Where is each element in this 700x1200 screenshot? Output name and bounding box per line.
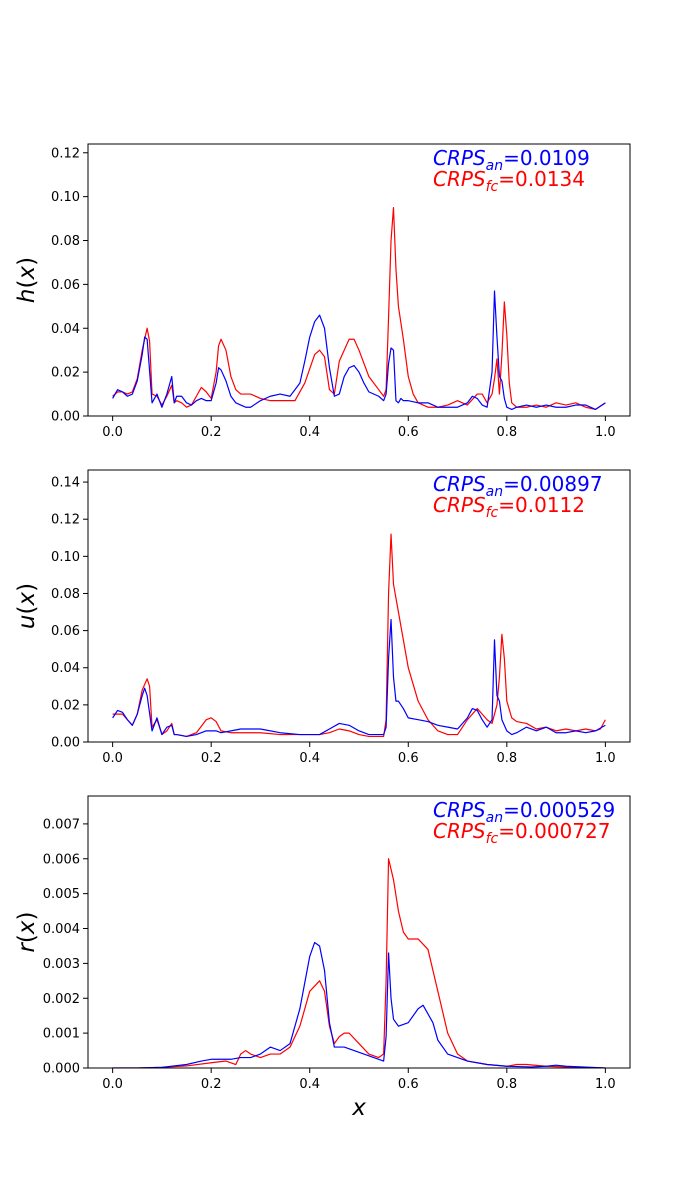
series-line-fc bbox=[112, 533, 606, 738]
x-tick-label: 0.0 bbox=[102, 1077, 123, 1092]
y-tick-label: 0.14 bbox=[51, 476, 80, 491]
y-tick-label: 0.002 bbox=[43, 992, 80, 1007]
series-line-an bbox=[112, 618, 606, 738]
crps-annotation-fc: CRPSfc=0.0112 bbox=[433, 493, 585, 521]
y-tick-label: 0.10 bbox=[51, 190, 80, 205]
x-tick-label: 0.0 bbox=[102, 425, 123, 440]
y-tick-label: 0.02 bbox=[51, 366, 80, 381]
y-axis-label: r(x) bbox=[14, 911, 40, 952]
y-tick-label: 0.02 bbox=[51, 698, 80, 713]
x-tick-label: 0.2 bbox=[201, 425, 222, 440]
axes-frame bbox=[87, 143, 631, 417]
y-tick-label: 0.04 bbox=[51, 322, 80, 337]
crps-annotation-an: CRPSan=0.00897 bbox=[433, 472, 603, 500]
axes-frame bbox=[87, 469, 631, 743]
y-tick-label: 0.04 bbox=[51, 661, 80, 676]
x-tick-label: 0.8 bbox=[496, 1077, 517, 1092]
x-tick-label: 1.0 bbox=[595, 425, 616, 440]
x-tick-label: 0.6 bbox=[398, 751, 419, 766]
y-tick-label: 0.06 bbox=[51, 624, 80, 639]
crps-annotation-fc: CRPSfc=0.000727 bbox=[433, 819, 610, 847]
y-tick-label: 0.00 bbox=[51, 410, 80, 425]
crps-annotation-an: CRPSan=0.0109 bbox=[433, 146, 590, 174]
y-tick-label: 0.005 bbox=[43, 887, 80, 902]
panel-3: 0.0 0.2 0.4 0.6 0.8 1.0 0.000 0.001 0.002 0.003 0.… bbox=[14, 795, 631, 1121]
y-tick-label: 0.08 bbox=[51, 587, 80, 602]
y-tick-label: 0.007 bbox=[43, 817, 80, 832]
y-tick-label: 0.00 bbox=[51, 736, 80, 751]
x-tick-label: 1.0 bbox=[595, 751, 616, 766]
panel-2: 0.0 0.2 0.4 0.6 0.8 1.0 0.00 0.02 0.04 0.06 0.08 0.… bbox=[14, 469, 631, 766]
x-tick-label: 0.8 bbox=[496, 425, 517, 440]
y-tick-label: 0.10 bbox=[51, 550, 80, 565]
crps-annotation-an: CRPSan=0.000529 bbox=[433, 798, 615, 826]
y-tick-label: 0.003 bbox=[43, 957, 80, 972]
x-tick-label: 0.6 bbox=[398, 425, 419, 440]
y-axis-label: u(x) bbox=[14, 583, 40, 629]
panel-1: 0.0 0.2 0.4 0.6 0.8 1.0 0.00 0.02 0.04 0.06 0.08 0.… bbox=[14, 143, 631, 440]
series-line-fc bbox=[112, 858, 606, 1068]
y-tick-label: 0.12 bbox=[51, 146, 80, 161]
y-tick-label: 0.06 bbox=[51, 278, 80, 293]
y-tick-label: 0.08 bbox=[51, 234, 80, 249]
x-tick-label: 0.2 bbox=[201, 751, 222, 766]
series-line-an bbox=[112, 941, 606, 1068]
y-tick-label: 0.12 bbox=[51, 513, 80, 528]
series-line-fc bbox=[112, 207, 606, 411]
x-tick-label: 1.0 bbox=[595, 1077, 616, 1092]
y-axis-label: h(x) bbox=[14, 257, 40, 303]
axes-frame bbox=[87, 795, 631, 1069]
x-tick-label: 0.2 bbox=[201, 1077, 222, 1092]
y-tick-label: 0.006 bbox=[43, 852, 80, 867]
series-line-an bbox=[112, 290, 606, 411]
x-axis-label: x bbox=[351, 1095, 366, 1121]
x-tick-label: 0.4 bbox=[299, 425, 320, 440]
x-tick-label: 0.4 bbox=[299, 751, 320, 766]
crps-annotation-fc: CRPSfc=0.0134 bbox=[433, 167, 585, 195]
x-tick-label: 0.8 bbox=[496, 751, 517, 766]
x-tick-label: 0.0 bbox=[102, 751, 123, 766]
x-tick-label: 0.4 bbox=[299, 1077, 320, 1092]
y-tick-label: 0.001 bbox=[43, 1027, 80, 1042]
y-tick-label: 0.004 bbox=[43, 922, 80, 937]
x-tick-label: 0.6 bbox=[398, 1077, 419, 1092]
y-tick-label: 0.000 bbox=[43, 1062, 80, 1077]
